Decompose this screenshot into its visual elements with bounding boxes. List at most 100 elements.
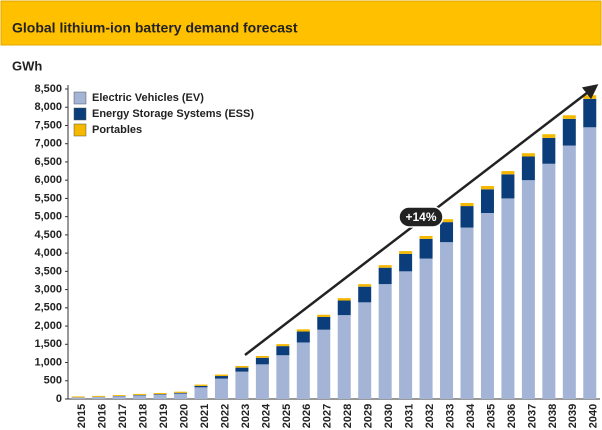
bar-segment (562, 145, 576, 399)
bar-segment (214, 374, 228, 377)
bar-segment (153, 392, 167, 395)
x-tick-label: 2032 (424, 404, 436, 428)
bar-segment (174, 391, 188, 393)
bar-segment (214, 376, 228, 379)
y-axis-label: GWh (12, 58, 42, 73)
x-tick-label: 2035 (485, 404, 497, 428)
bar-segment (174, 392, 188, 394)
x-tick-label: 2028 (342, 404, 354, 428)
bar-segment (440, 219, 454, 223)
bar-segment (460, 202, 474, 207)
y-tick-label: 500 (44, 375, 62, 387)
y-tick-label: 4,500 (34, 229, 62, 241)
bar-segment (174, 393, 188, 399)
bar-segment (337, 298, 351, 301)
bar-segment (501, 171, 515, 175)
y-tick-label: 2,000 (34, 320, 62, 332)
y-tick-label: 6,500 (34, 156, 62, 168)
bar-segment (419, 238, 433, 259)
bar-segment (235, 367, 249, 372)
x-tick-label: 2021 (199, 404, 211, 428)
header-band (0, 0, 602, 46)
y-tick-label: 1,500 (34, 338, 62, 350)
bar-segment (583, 127, 597, 399)
y-tick-label: 2,500 (34, 302, 62, 314)
x-tick-label: 2029 (363, 404, 375, 428)
annotation: +14% (405, 210, 436, 224)
legend-label: Energy Storage Systems (ESS) (92, 108, 254, 120)
bar-segment (480, 189, 494, 213)
bar-segment (521, 180, 535, 399)
bar-segment (399, 251, 413, 254)
y-tick-label: 7,000 (34, 138, 62, 150)
y-tick-label: 8,500 (34, 83, 62, 95)
x-tick-label: 2034 (465, 403, 477, 428)
legend-swatch (73, 91, 87, 105)
annotation-pill (398, 206, 444, 228)
bar-segment (153, 394, 167, 399)
bar-segment (194, 384, 208, 386)
bar-segment (317, 329, 331, 399)
bar-segment (378, 265, 392, 268)
x-tick-label: 2016 (97, 404, 109, 428)
bar-segment (296, 329, 310, 332)
x-tick-label: 2033 (444, 404, 456, 428)
bar-segment (501, 174, 515, 199)
x-tick-label: 2027 (322, 404, 334, 428)
bar-segment (276, 355, 290, 399)
x-tick-label: 2015 (76, 404, 88, 428)
y-tick-label: 3,000 (34, 283, 62, 295)
bar-segment (235, 365, 249, 368)
y-tick-label: 0 (56, 393, 62, 405)
bar-segment (255, 357, 269, 365)
bar-segment (235, 371, 249, 399)
x-tick-label: 2038 (547, 404, 559, 428)
x-tick-label: 2039 (567, 404, 579, 428)
bar-segment (71, 397, 85, 399)
x-tick-label: 2017 (117, 404, 129, 428)
bar-segment (399, 253, 413, 272)
bar-segment (255, 355, 269, 358)
bar-segment (337, 300, 351, 316)
y-tick-label: 1,000 (34, 356, 62, 368)
y-tick-label: 7,500 (34, 119, 62, 131)
bar-segment (521, 153, 535, 157)
bar-segment (296, 331, 310, 343)
bar-segment (296, 342, 310, 399)
legend-swatch (73, 107, 87, 121)
bar-segment (542, 134, 556, 138)
y-tick-label: 5,000 (34, 211, 62, 223)
x-tick-label: 2040 (588, 404, 600, 428)
bar-segment (399, 271, 413, 399)
bar-segment (562, 115, 576, 119)
bar-segment (133, 395, 147, 399)
x-tick-label: 2037 (526, 404, 538, 428)
bar-segment (562, 118, 576, 146)
bar-segment (337, 315, 351, 399)
y-tick-label: 5,500 (34, 192, 62, 204)
x-tick-label: 2026 (301, 404, 313, 428)
bar-segment (419, 258, 433, 399)
bar-segment (542, 137, 556, 164)
bar-segment (112, 396, 126, 399)
y-tick-label: 4,000 (34, 247, 62, 259)
bar-segment (194, 387, 208, 399)
x-tick-label: 2019 (158, 404, 170, 428)
x-tick-label: 2018 (138, 404, 150, 428)
bar-segment (460, 206, 474, 228)
bar-segment (255, 364, 269, 399)
y-tick-label: 6,000 (34, 174, 62, 186)
x-tick-label: 2025 (281, 404, 293, 428)
bar-segment (358, 284, 372, 287)
bar-segment (583, 98, 597, 128)
bar-segment (358, 286, 372, 303)
bar-segment (214, 378, 228, 399)
bar-segment (276, 346, 290, 356)
bar-segment (194, 385, 208, 388)
x-tick-label: 2024 (260, 403, 272, 428)
bar-segment (92, 396, 106, 399)
bar-segment (92, 395, 106, 397)
y-tick-label: 8,000 (34, 101, 62, 113)
bar-segment (71, 396, 85, 398)
